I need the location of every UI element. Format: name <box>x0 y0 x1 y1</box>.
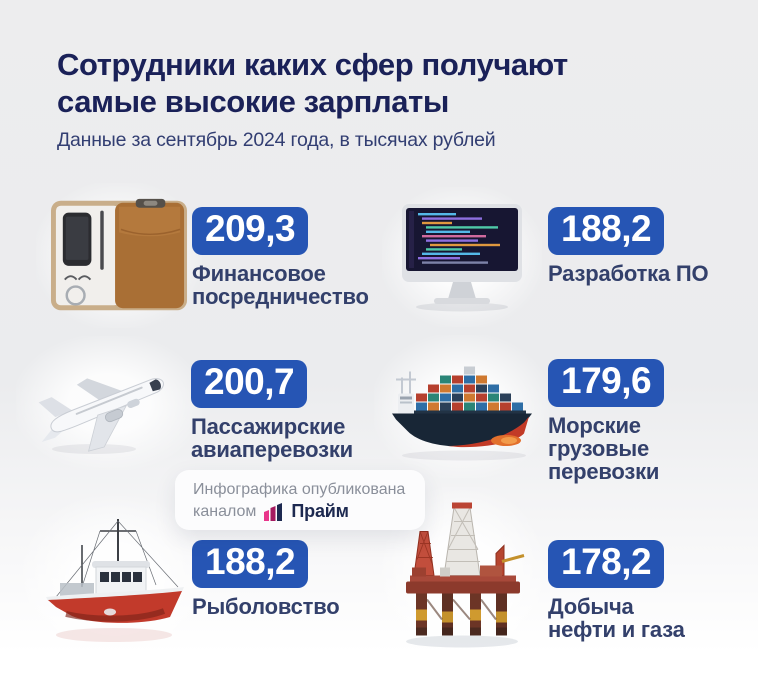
label-software: Разработка ПО <box>548 260 709 286</box>
label-fishing: Рыболовство <box>192 593 340 619</box>
item-financial: 209,3 Финансовое посредничество <box>192 207 369 308</box>
label-oil: Добыча нефти и газа <box>548 593 685 642</box>
value-badge-financial: 209,3 <box>192 207 309 255</box>
airplane-photo <box>16 336 202 470</box>
organizer-photo <box>36 183 202 328</box>
value-badge-software: 188,2 <box>548 207 665 255</box>
title-line-2: самые высокие зарплаты <box>57 84 449 119</box>
computer-photo <box>382 187 542 327</box>
item-software: 188,2 Разработка ПО <box>548 207 709 286</box>
title-line-1: Сотрудники каких сфер получают <box>57 47 568 82</box>
value-badge-air: 200,7 <box>191 360 308 408</box>
label-financial: Финансовое посредничество <box>192 260 369 309</box>
fishing-boat-photo <box>22 496 208 662</box>
value-badge-fishing: 188,2 <box>192 540 309 588</box>
value-badge-oil: 178,2 <box>548 540 665 588</box>
cargo-ship-photo <box>374 335 550 478</box>
page-subtitle: Данные за сентябрь 2024 года, в тысячах … <box>57 129 496 151</box>
prime-logo-icon <box>264 502 283 521</box>
page-title: Сотрудники каких сфер получают самые выс… <box>57 46 568 120</box>
watermark-brand: Прайм <box>291 501 349 521</box>
item-oil-gas: 178,2 Добыча нефти и газа <box>548 540 685 641</box>
item-air-transport: 200,7 Пассажирские авиаперевозки <box>191 360 353 461</box>
label-sea: Морские грузовые перевозки <box>548 412 660 484</box>
watermark-text: Инфографика опубликована <box>193 481 406 498</box>
watermark-badge: Инфографика опубликована каналом Прайм <box>175 470 425 530</box>
value-badge-sea: 179,6 <box>548 359 665 407</box>
item-fishing: 188,2 Рыболовство <box>192 540 340 618</box>
label-air: Пассажирские авиаперевозки <box>191 413 353 462</box>
item-sea-cargo: 179,6 Морские грузовые перевозки <box>548 359 665 484</box>
